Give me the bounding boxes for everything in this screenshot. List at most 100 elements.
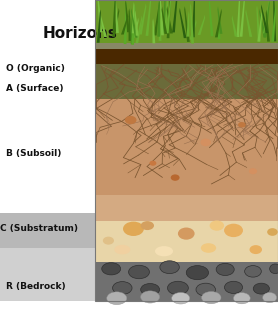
Polygon shape <box>121 13 128 35</box>
Ellipse shape <box>141 284 160 296</box>
Ellipse shape <box>102 263 121 275</box>
Polygon shape <box>166 0 171 33</box>
Ellipse shape <box>107 292 127 305</box>
Ellipse shape <box>150 161 156 166</box>
Ellipse shape <box>186 266 208 280</box>
Polygon shape <box>264 0 270 37</box>
Polygon shape <box>159 18 162 41</box>
Polygon shape <box>266 10 270 42</box>
Ellipse shape <box>141 291 160 303</box>
Text: R (Bedrock): R (Bedrock) <box>6 282 65 291</box>
Polygon shape <box>160 0 164 35</box>
Ellipse shape <box>245 266 261 277</box>
Bar <box>0 213 95 248</box>
Polygon shape <box>245 9 252 37</box>
Polygon shape <box>97 10 101 43</box>
Polygon shape <box>261 4 269 33</box>
Ellipse shape <box>200 139 211 146</box>
Bar <box>0 248 95 301</box>
Polygon shape <box>179 8 187 38</box>
Ellipse shape <box>125 116 136 124</box>
Polygon shape <box>133 18 139 37</box>
Ellipse shape <box>234 292 250 304</box>
Polygon shape <box>198 15 205 35</box>
Ellipse shape <box>270 264 278 274</box>
Polygon shape <box>190 3 194 44</box>
Text: O (Organic): O (Organic) <box>6 64 64 73</box>
Polygon shape <box>157 0 160 37</box>
Polygon shape <box>125 0 130 32</box>
Bar <box>95 45 278 64</box>
Polygon shape <box>164 0 168 32</box>
Polygon shape <box>124 3 127 44</box>
Ellipse shape <box>196 283 215 296</box>
Ellipse shape <box>103 237 114 244</box>
Polygon shape <box>187 11 189 37</box>
Polygon shape <box>172 0 178 32</box>
Ellipse shape <box>141 221 154 230</box>
Ellipse shape <box>216 263 234 276</box>
Polygon shape <box>271 5 276 42</box>
Bar <box>95 0 278 45</box>
Polygon shape <box>145 0 152 36</box>
Ellipse shape <box>171 174 180 181</box>
Polygon shape <box>208 0 214 36</box>
Bar <box>95 221 278 262</box>
Ellipse shape <box>224 224 243 237</box>
Ellipse shape <box>202 292 221 304</box>
Polygon shape <box>217 6 222 34</box>
Polygon shape <box>154 0 160 36</box>
Polygon shape <box>259 9 266 37</box>
Polygon shape <box>167 6 173 34</box>
Ellipse shape <box>167 281 188 295</box>
Ellipse shape <box>253 283 269 294</box>
Polygon shape <box>189 19 197 40</box>
Polygon shape <box>153 18 155 44</box>
Polygon shape <box>162 7 167 34</box>
Bar <box>95 0 278 301</box>
Polygon shape <box>218 17 220 39</box>
Polygon shape <box>135 11 139 36</box>
Ellipse shape <box>172 292 190 304</box>
Text: Horizons: Horizons <box>43 26 118 41</box>
Ellipse shape <box>238 122 246 127</box>
Text: C (Substratum): C (Substratum) <box>0 224 78 233</box>
Polygon shape <box>273 0 276 41</box>
Ellipse shape <box>160 261 179 274</box>
Polygon shape <box>215 9 222 37</box>
Polygon shape <box>192 0 195 37</box>
Text: B (Subsoil): B (Subsoil) <box>6 149 61 158</box>
Polygon shape <box>135 15 142 43</box>
Polygon shape <box>240 0 245 37</box>
Polygon shape <box>113 0 116 33</box>
Polygon shape <box>184 6 190 42</box>
Ellipse shape <box>267 228 278 236</box>
Polygon shape <box>131 5 135 45</box>
Ellipse shape <box>263 292 277 303</box>
Ellipse shape <box>114 245 130 254</box>
Polygon shape <box>167 0 170 38</box>
Polygon shape <box>256 5 260 42</box>
Polygon shape <box>131 8 138 38</box>
Ellipse shape <box>210 220 224 231</box>
Polygon shape <box>132 2 135 33</box>
Ellipse shape <box>128 265 150 279</box>
Polygon shape <box>257 12 262 42</box>
Polygon shape <box>139 3 146 35</box>
Polygon shape <box>97 0 102 32</box>
Text: A (Surface): A (Surface) <box>6 84 63 92</box>
Polygon shape <box>163 0 166 33</box>
Polygon shape <box>100 13 107 37</box>
Polygon shape <box>128 8 131 41</box>
Ellipse shape <box>178 228 195 240</box>
Polygon shape <box>130 17 133 44</box>
Polygon shape <box>112 8 119 37</box>
Ellipse shape <box>123 221 144 236</box>
Polygon shape <box>263 0 270 33</box>
Ellipse shape <box>249 168 257 174</box>
Polygon shape <box>232 15 237 36</box>
Ellipse shape <box>155 246 173 256</box>
Ellipse shape <box>113 282 132 294</box>
Bar <box>95 43 278 49</box>
Polygon shape <box>237 0 240 37</box>
